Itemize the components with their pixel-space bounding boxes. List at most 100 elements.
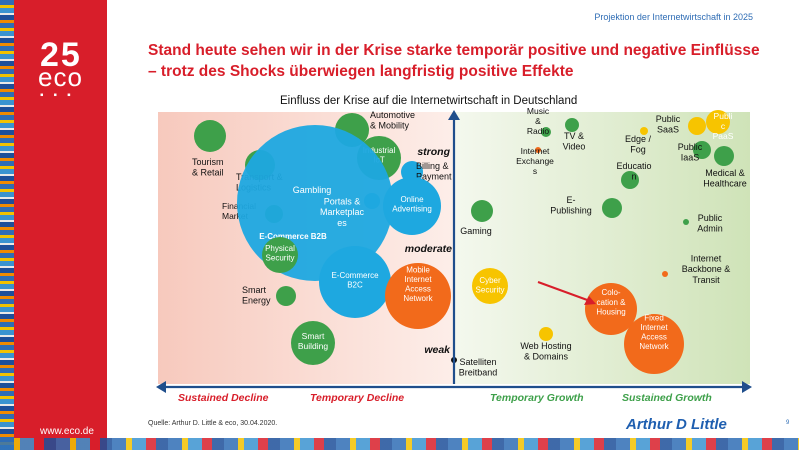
bubble-label: Fixed <box>644 313 664 322</box>
source-note: Quelle: Arthur D. Little & eco, 30.04.20… <box>148 420 278 427</box>
horizontal-axis-left-arrow-icon <box>156 381 166 393</box>
bubble-circle <box>706 110 730 134</box>
website-link[interactable]: www.eco.de <box>40 426 94 437</box>
axis-label-strong: strong <box>417 146 450 158</box>
axis-label-temporary-growth: Temporary Growth <box>490 392 584 404</box>
bubble-circle <box>640 127 648 135</box>
bubble-label: B2C <box>347 281 363 290</box>
bubble-label: Exchange <box>516 156 554 166</box>
bubble-label: Video <box>563 141 586 151</box>
bubble-label: Payment <box>416 171 452 181</box>
bubble-circle <box>662 271 668 277</box>
bubble-item: Music&Radio <box>527 106 551 137</box>
bubble-label: Backbone & <box>682 264 731 274</box>
bubble-label: Mobile <box>406 265 430 274</box>
bubble-label: Smart <box>242 285 267 295</box>
bubble-item: Billing &Payment <box>401 161 452 183</box>
bubble-circle <box>291 321 335 365</box>
bubble-label: cation & <box>597 298 627 307</box>
bottom-decorative-stripe <box>0 438 799 450</box>
bubble-item: Tourism& Retail <box>192 120 226 177</box>
bubble-label: Admin <box>697 223 723 233</box>
bubble-label: Fog <box>630 144 646 154</box>
brand-logo: Arthur D Little <box>626 416 727 433</box>
horizontal-axis-right-arrow-icon <box>742 381 752 393</box>
bubble-item: Gaming <box>460 200 493 236</box>
bubble-item: E-Publishing <box>550 195 622 218</box>
axis-label-weak: weak <box>424 344 451 356</box>
bubble-circle <box>565 118 579 132</box>
bubble-item: Medical &Healthcare <box>703 146 747 188</box>
bubble-circle <box>535 147 541 153</box>
sidebar-brand-panel: 25 eco ▪▪▪ www.eco.de <box>0 0 107 450</box>
bubble-circle <box>262 237 298 273</box>
bubble-circle <box>602 198 622 218</box>
header-text: Projektion der Internetwirtschaft in 202… <box>594 12 753 22</box>
page-number: 9 <box>786 420 790 426</box>
bubble-label: Internet <box>640 323 668 332</box>
bubble-circle <box>471 200 493 222</box>
bubble-label: n <box>631 171 636 181</box>
bubble-label: Transit <box>692 275 720 285</box>
bubble-circle <box>364 193 380 209</box>
bubble-label: Publishing <box>550 205 592 215</box>
decorative-stripes <box>0 0 14 450</box>
bubble-label: IaaS <box>681 152 700 162</box>
bubble-circle <box>621 171 639 189</box>
bubble-label: Educatio <box>616 161 651 171</box>
bubble-label: Public <box>678 142 703 152</box>
bubble-label: Online <box>400 195 424 204</box>
bubble-label: Breitband <box>459 367 498 377</box>
bubble-label: Access <box>405 285 431 294</box>
axis-label-sustained-growth: Sustained Growth <box>622 392 712 404</box>
bubble-label: E- <box>567 195 576 205</box>
bubble-label: c <box>721 121 726 131</box>
bubble-item: Edge /Fog <box>625 127 652 154</box>
bubble-label: Automotive <box>370 110 415 120</box>
slide-title: Stand heute sehen wir in der Krise stark… <box>148 40 768 82</box>
bubble-circle <box>385 263 451 329</box>
bubble-label: Smart <box>302 331 325 341</box>
highlight-arrow <box>537 281 591 302</box>
bubble-circle <box>539 327 553 341</box>
bubble-circle <box>624 314 684 374</box>
bubble-label: Security <box>266 254 295 263</box>
bubble-item: Web Hosting& Domains <box>520 327 572 361</box>
bubble-label: Gambling <box>293 185 332 195</box>
bubble-label: Network <box>403 294 433 303</box>
bubble-label: Public <box>656 114 681 124</box>
bubble-label: Portals & <box>324 197 361 207</box>
bubble-label: SaaS <box>657 124 679 134</box>
bubble-label: Internet <box>521 146 550 156</box>
axis-label-sustained-decline: Sustained Decline <box>178 392 269 404</box>
bubble-circle <box>319 246 391 318</box>
bubble-layer: Tourism& RetailTransport &LogisticsFinan… <box>192 106 747 378</box>
bubble-label: & Retail <box>192 167 224 177</box>
logo-dots: ▪▪▪ <box>40 90 81 101</box>
bubble-circle <box>194 120 226 152</box>
bubble-label: es <box>337 218 347 228</box>
bubble-label: Marketplac <box>320 207 365 217</box>
bubble-label: Network <box>639 342 669 351</box>
bubble-circle <box>693 141 711 159</box>
bubble-label: Publi <box>714 111 733 121</box>
slide-title-line2: – trotz des Shocks überwiegen langfristi… <box>148 63 574 80</box>
bubble-label: Internet <box>691 254 722 264</box>
bubble-circle <box>683 219 689 225</box>
bubble-label: PaaS <box>713 131 734 141</box>
axis-label-moderate: moderate <box>405 243 452 255</box>
bubble-label: & Domains <box>524 351 569 361</box>
bubble-label: E-Commerce B2B <box>259 232 327 241</box>
